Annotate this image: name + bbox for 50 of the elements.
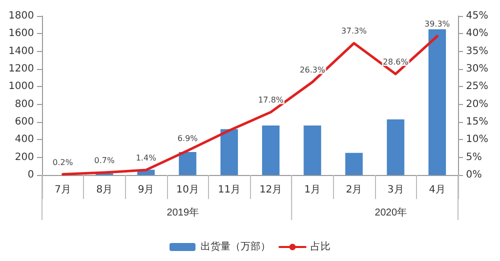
y-tick-label: 1400 (8, 46, 34, 57)
data-label: 0.7% (94, 156, 115, 166)
y2-tick-label: 20% (466, 98, 488, 110)
x-tick-label: 7月 (54, 184, 71, 196)
y2-tick-label: 0% (466, 170, 482, 180)
x-tick-label: 8月 (96, 184, 113, 196)
x-tick-label: 4月 (429, 184, 446, 196)
bar (428, 29, 446, 175)
y2-tick-label: 5% (466, 152, 482, 163)
bar (345, 152, 363, 175)
y-tick-label: 600 (14, 116, 34, 128)
legend-label: 占比 (310, 240, 330, 252)
data-label: 26.3% (300, 66, 326, 75)
y-tick-label: 1000 (8, 81, 34, 92)
x-tick-label: 1月 (304, 184, 321, 196)
data-label: 17.8% (258, 96, 284, 105)
bar (386, 119, 404, 175)
text: 2019年 (166, 206, 200, 218)
y-tick-label: 1600 (8, 28, 34, 40)
data-label: 1.4% (136, 154, 157, 163)
data-label: 37.3% (341, 26, 368, 36)
y-tick-label: 1200 (8, 64, 34, 74)
y2-tick-label: 40% (466, 28, 488, 40)
y2-tick-label: 10% (466, 134, 488, 146)
legend-label: 出货量（万部） (200, 240, 270, 252)
y2-tick-label: 45% (466, 10, 488, 22)
y2-tick-label: 25% (466, 81, 488, 92)
x-tick-label: 10月 (176, 184, 199, 196)
x-tick-label: 12月 (259, 184, 282, 196)
x-tick-label: 3月 (387, 184, 404, 196)
bar (220, 129, 238, 175)
y2-tick-label: 15% (466, 116, 488, 128)
x-tick-label: 11月 (218, 184, 241, 196)
text: 2020年 (374, 206, 408, 218)
data-label: 0.2% (52, 158, 74, 167)
y-tick-label: 1800 (8, 10, 34, 22)
bar (304, 126, 322, 175)
x-tick-label: 2月 (346, 184, 362, 196)
data-label: 6.9% (177, 134, 198, 144)
bar (262, 126, 280, 175)
y-tick-label: 200 (14, 152, 34, 163)
y2-tick-label: 30% (466, 64, 488, 74)
data-label: 28.6% (382, 57, 409, 66)
y-tick-label: 400 (14, 134, 34, 146)
y2-tick-label: 35% (466, 46, 488, 57)
data-label: 39.3% (424, 20, 450, 29)
bar (178, 152, 196, 175)
x-tick-label: 9月 (138, 184, 154, 196)
y-tick-label: 0 (28, 170, 34, 180)
y-tick-label: 800 (14, 98, 34, 110)
